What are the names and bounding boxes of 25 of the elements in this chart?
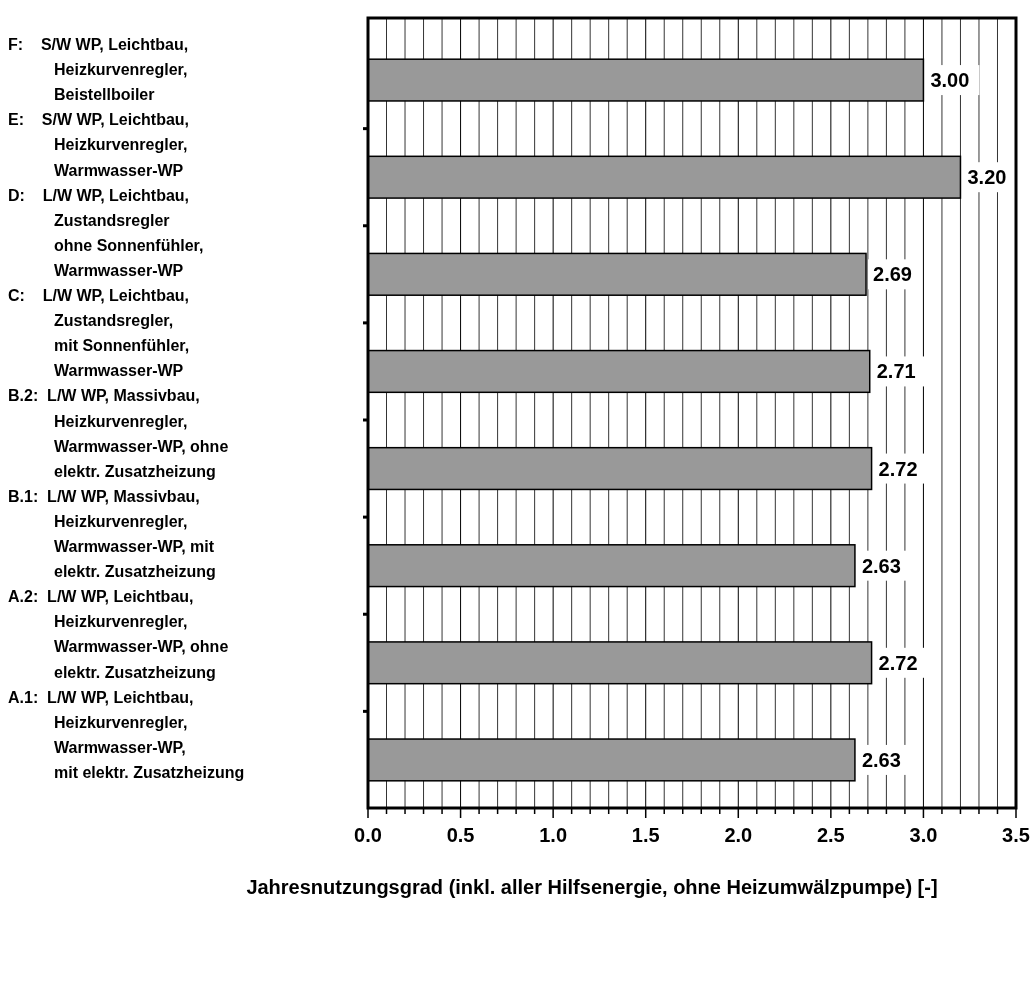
x-tick-label: 3.0: [909, 824, 938, 846]
x-tick-label: 3.5: [1002, 824, 1030, 846]
y-tick-label: C: L/W WP, Leichtbau, Zustandsregler, mit Sonnenfühler, Warmwasser-WP: [8, 287, 190, 380]
y-tick-label: B.1: L/W WP, Massivbau, Heizkurvenregler, Warmwasser-WP, mit elektr. Zusatzheizung: [8, 487, 216, 581]
data-label: 2.72: [878, 457, 918, 480]
data-label: 2.63: [861, 748, 901, 771]
x-tick-label: 2.5: [816, 824, 845, 846]
x-tick-label: 2.0: [724, 824, 753, 846]
y-tick-label: A.1: L/W WP, Leichtbau, Heizkurvenregler, Warmwasser-WP, mit elektr. Zusatzheizung: [8, 688, 245, 781]
x-axis-title: Jahresnutzungsgrad (inkl. aller Hilfsenergie, ohne Heizumwälzpumpe) [-]: [246, 876, 938, 898]
data-label: 3.20: [967, 166, 1007, 189]
data-label: 2.71: [876, 360, 916, 383]
y-tick-label: E: S/W WP, Leichtbau, Heizkurvenregler, Warmwasser-WP: [8, 111, 190, 179]
x-tick-label: 0.5: [446, 824, 475, 846]
data-label: 3.00: [930, 69, 970, 92]
x-tick-label: 1.0: [539, 824, 568, 846]
y-tick-label: B.2: L/W WP, Massivbau, Heizkurvenregler, Warmwasser-WP, ohne elektr. Zusatzheizung: [8, 387, 229, 480]
data-label: 2.72: [878, 651, 918, 674]
y-tick-label: A.2: L/W WP, Leichtbau, Heizkurvenregler, Warmwasser-WP, ohne elektr. Zusatzheizung: [8, 588, 229, 681]
x-tick-label: 0.0: [354, 824, 382, 846]
data-label: 2.63: [861, 554, 901, 577]
data-label: 2.69: [873, 263, 912, 286]
y-tick-label: D: L/W WP, Leichtbau, Zustandsregler ohne Sonnenfühler, Warmwasser-WP: [8, 186, 204, 279]
x-tick-label: 1.5: [631, 824, 660, 846]
y-tick-label: F: S/W WP, Leichtbau, Heizkurvenregler, Beistellboiler: [8, 36, 189, 104]
